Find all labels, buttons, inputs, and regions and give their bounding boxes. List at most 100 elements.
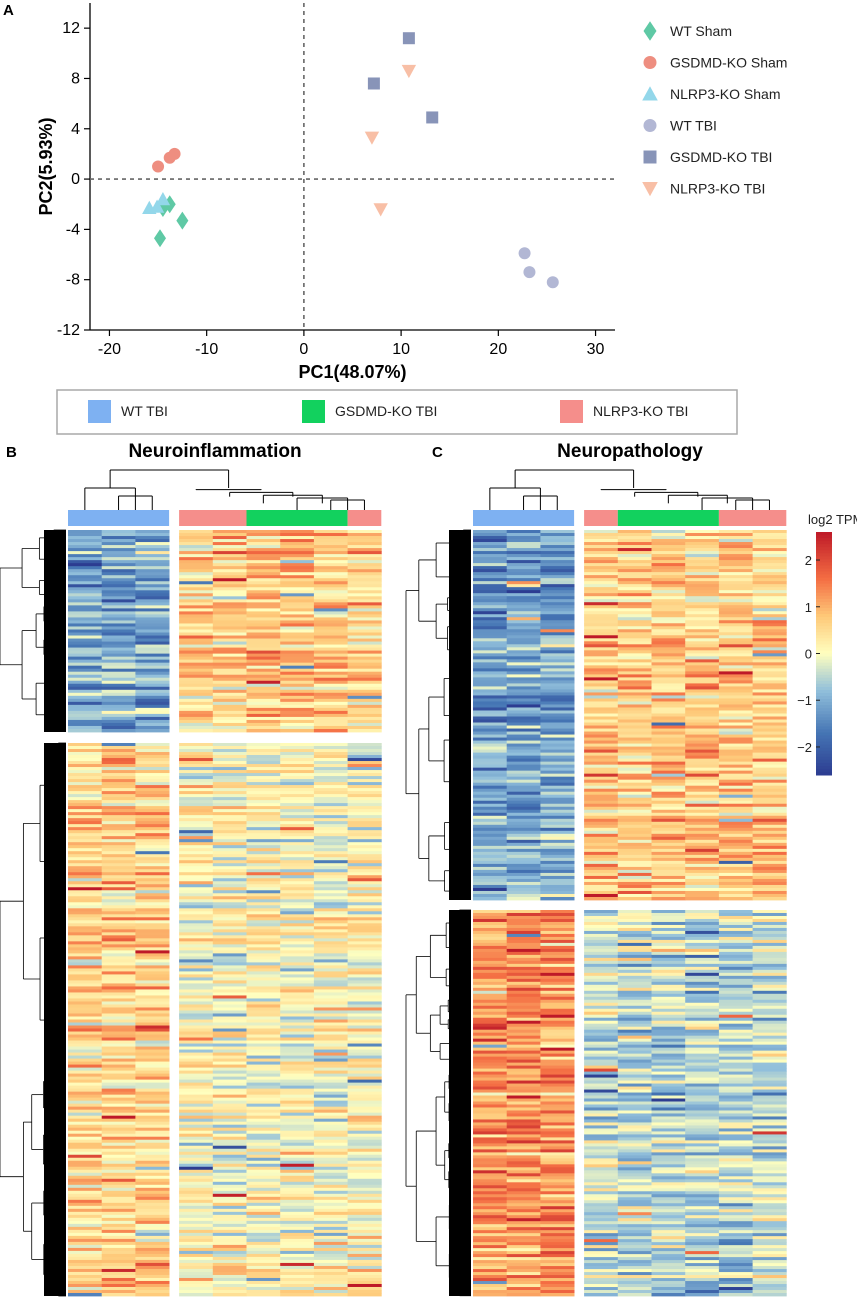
heatmap-cell: [313, 818, 348, 822]
heatmap-cell: [651, 536, 686, 540]
heatmap-cell: [617, 560, 652, 564]
heatmap-cell: [540, 653, 575, 657]
heatmap-cell: [246, 1097, 281, 1102]
heatmap-cell: [280, 1022, 315, 1026]
heatmap-cell: [473, 761, 508, 766]
heatmap-cell: [347, 1043, 382, 1047]
heatmap-cell: [506, 545, 541, 549]
heatmap-cell: [101, 959, 136, 963]
heatmap-cell: [651, 803, 686, 808]
heatmap-cell: [135, 908, 170, 912]
heatmap-cell: [212, 977, 247, 981]
heatmap-cell: [280, 1031, 315, 1035]
heatmap-cell: [347, 1277, 382, 1282]
heatmap-cell: [101, 767, 136, 771]
heatmap-cell: [179, 1289, 214, 1294]
heatmap-cell: [617, 910, 652, 914]
heatmap-cell: [617, 942, 652, 947]
heatmap-cell: [280, 875, 315, 879]
heatmap-cell: [347, 626, 382, 630]
heatmap-cell: [101, 1016, 136, 1020]
heatmap-cell: [584, 650, 619, 654]
heatmap-cell: [473, 912, 508, 917]
heatmap-cell: [246, 686, 281, 691]
heatmap-cell: [280, 572, 315, 576]
heatmap-cell: [179, 1118, 214, 1123]
heatmap-cell: [540, 842, 575, 847]
heatmap-cell: [179, 956, 214, 960]
heatmap-cell: [617, 993, 652, 998]
heatmap-cell: [473, 794, 508, 799]
heatmap-cell: [68, 1040, 103, 1044]
heatmap-cell: [179, 989, 214, 993]
heatmap-cell: [752, 722, 787, 726]
legend-marker: [642, 86, 658, 101]
heatmap-cell: [473, 845, 508, 850]
heatmap-cell: [540, 981, 575, 986]
heatmap-cell: [313, 659, 348, 664]
heatmap-cell: [135, 1256, 170, 1261]
heatmap-cell: [685, 707, 720, 711]
heatmap-cell: [347, 1274, 382, 1279]
heatmap-cell: [313, 725, 348, 730]
heatmap-cell: [68, 1088, 103, 1093]
heatmap-cell: [135, 1100, 170, 1105]
heatmap-cell: [280, 647, 315, 651]
heatmap-cell: [506, 554, 541, 558]
heatmap-cell: [752, 978, 787, 983]
heatmap-cell: [506, 954, 541, 959]
heatmap-cell: [212, 1241, 247, 1246]
heatmap-cell: [473, 884, 508, 889]
heatmap-cell: [473, 716, 508, 720]
heatmap-cell: [473, 990, 508, 995]
heatmap-cell: [313, 1217, 348, 1222]
heatmap-cell: [280, 608, 315, 612]
heatmap-cell: [473, 812, 508, 817]
heatmap-cell: [617, 978, 652, 983]
heatmap-cell: [347, 1130, 382, 1135]
panel-letter-c: C: [432, 444, 443, 461]
heatmap-cell: [651, 665, 686, 669]
heatmap-cell: [135, 635, 170, 639]
heatmap-cell: [473, 695, 508, 699]
heatmap-cell: [212, 908, 247, 912]
heatmap-cell: [179, 821, 214, 825]
heatmap-cell: [212, 572, 247, 576]
heatmap-cell: [540, 539, 575, 543]
heatmap-cell: [752, 644, 787, 648]
heatmap-cell: [540, 692, 575, 696]
heatmap-cell: [347, 1211, 382, 1216]
heatmap-cell: [101, 941, 136, 945]
heatmap-cell: [313, 869, 348, 873]
heatmap-cell: [685, 800, 720, 805]
heatmap-cell: [685, 677, 720, 681]
heatmap-cell: [540, 927, 575, 932]
heatmap-cell: [617, 551, 652, 555]
heatmap-cell: [212, 749, 247, 753]
heatmap-cell: [280, 1166, 315, 1171]
heatmap-cell: [685, 704, 720, 708]
heatmap-cell: [246, 629, 281, 633]
heatmap-cell: [135, 965, 170, 969]
heatmap-cell: [179, 1154, 214, 1159]
heatmap-cell: [101, 1106, 136, 1111]
heatmap-cell: [212, 1046, 247, 1050]
heatmap-cell: [584, 644, 619, 648]
heatmap-cell: [212, 1238, 247, 1243]
heatmap-cell: [135, 1271, 170, 1276]
heatmap-cell: [685, 614, 720, 618]
heatmap-cell: [101, 1220, 136, 1225]
heatmap-cell: [651, 710, 686, 714]
heatmap-cell: [617, 590, 652, 594]
heatmap-cell: [584, 806, 619, 811]
heatmap-cell: [752, 863, 787, 868]
heatmap-cell: [313, 794, 348, 798]
heatmap-cell: [752, 656, 787, 660]
heatmap-cell: [313, 1118, 348, 1123]
heatmap-cell: [179, 626, 214, 630]
heatmap-cell: [179, 803, 214, 807]
heatmap-cell: [347, 641, 382, 645]
heatmap-cell: [101, 575, 136, 579]
heatmap-cell: [584, 890, 619, 895]
heatmap-cell: [101, 1271, 136, 1276]
